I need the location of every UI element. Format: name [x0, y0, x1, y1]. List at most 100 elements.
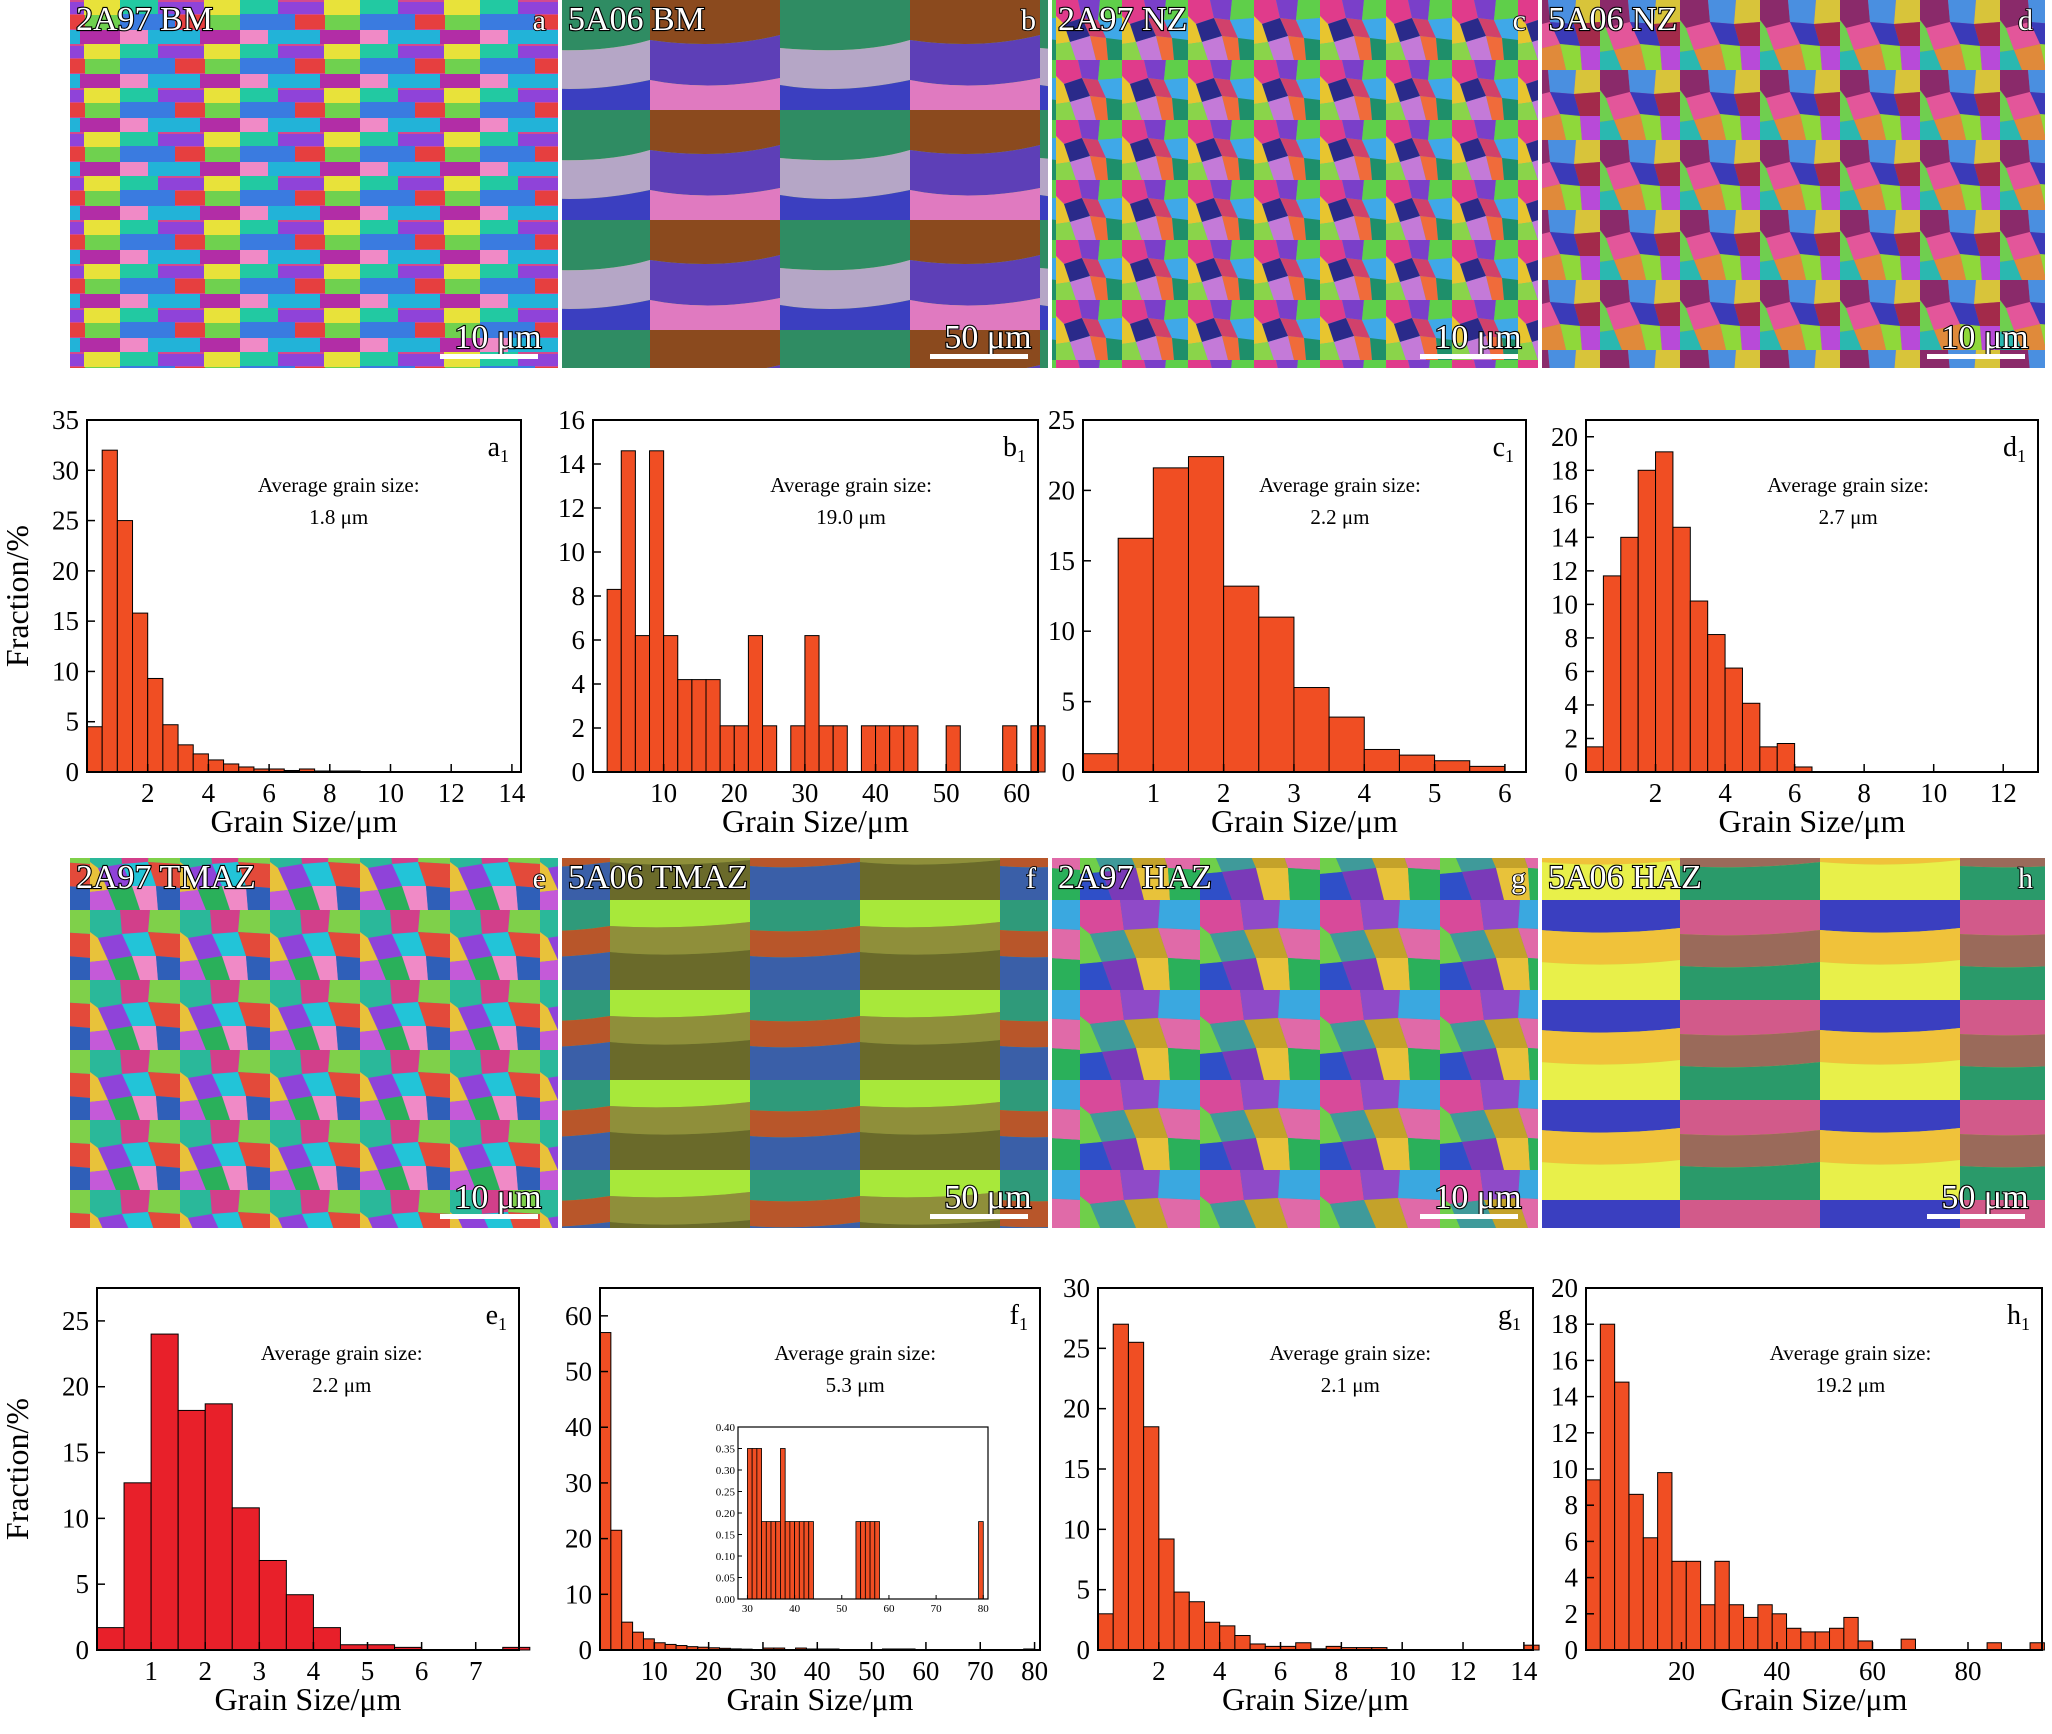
y-tick-label: 4: [1565, 690, 1579, 720]
histogram-bar: [1672, 526, 1691, 773]
histogram-bar: [751, 1448, 758, 1600]
histogram-bar: [1434, 760, 1471, 773]
average-grain-size: 5.3 μm: [826, 1373, 885, 1397]
histogram-g1: 0 5 10 15 20 25 30 2 4 6 8 10 12 14 Grain Size/μm g1 Ave…: [1063, 1273, 1540, 1717]
histogram-bar: [1714, 1560, 1730, 1651]
histogram-bar: [621, 1621, 634, 1651]
x-tick-label: 20: [1668, 1656, 1695, 1686]
histogram-bar: [258, 1559, 287, 1651]
plot-frame: [86, 419, 522, 773]
panel-label-subscript: 1: [2017, 446, 2026, 466]
y-tick-label: 30: [52, 455, 79, 485]
x-tick-label: 20: [695, 1656, 722, 1686]
x-axis-label: Grain Size/μm: [215, 1681, 402, 1717]
map-title: 2A97 TMAZ: [76, 859, 256, 896]
average-grain-size: 19.2 μm: [1816, 1373, 1886, 1397]
scale-bar: [1420, 1214, 1518, 1219]
histogram-bar: [719, 725, 735, 773]
x-tick-label: 10: [641, 1656, 668, 1686]
panel-label: h1: [2007, 1300, 2030, 1334]
plot-frame: [599, 1287, 1041, 1651]
histogram-f1: 0 10 20 30 40 50 60 10 20 30 40 50 60 70 80 Grain Size/…: [565, 1287, 1048, 1717]
panel-label-subscript: 1: [1019, 1314, 1028, 1334]
y-tick-label: 10: [1048, 616, 1075, 646]
y-tick-label: 10: [1551, 589, 1578, 619]
histogram-bar: [1637, 469, 1657, 773]
x-tick-label: 12: [438, 778, 465, 808]
y-tick-label: 6: [572, 625, 586, 655]
y-tick-label: 25: [1048, 405, 1075, 435]
inset-x-tick-label: 60: [883, 1603, 895, 1615]
x-tick-label: 6: [1498, 778, 1512, 808]
scale-bar-label: 50 μm: [1941, 1179, 2028, 1216]
map-letter: a: [533, 4, 546, 37]
annotation-title: Average grain size:: [1767, 473, 1929, 497]
histogram-bar: [1900, 1638, 1916, 1651]
x-tick-label: 40: [804, 1656, 831, 1686]
histogram-bar: [123, 1482, 152, 1651]
histogram-bar: [1700, 1604, 1716, 1651]
grain-texture: [1052, 0, 1538, 368]
histogram-bar: [775, 1521, 781, 1600]
y-tick-label: 0: [579, 1635, 593, 1665]
plot-frame: [1585, 419, 2039, 773]
histogram-bar: [808, 1521, 814, 1600]
histogram-bar: [756, 1448, 762, 1600]
histogram-bar: [101, 449, 118, 773]
histogram-bar: [705, 679, 721, 773]
inset-x-tick-label: 50: [836, 1603, 848, 1615]
inset-x-tick-label: 30: [742, 1603, 754, 1615]
y-tick-label: 10: [565, 1579, 592, 1609]
histogram-bar: [1234, 1635, 1251, 1651]
histogram-bar: [1219, 1625, 1236, 1651]
grain-texture: [1542, 0, 2045, 368]
y-tick-label: 8: [1565, 623, 1579, 653]
histogram-bar: [864, 1521, 871, 1600]
histogram-bar: [1187, 456, 1225, 773]
inset-y-tick-label: 0.00: [716, 1594, 736, 1606]
annotation-title: Average grain size:: [1259, 473, 1421, 497]
scale-bar-label: 10 μm: [1941, 319, 2028, 356]
histogram-bar: [1599, 1323, 1616, 1651]
histogram-bar: [1707, 634, 1726, 773]
histogram-bar: [192, 753, 209, 773]
panel-label: d1: [2003, 432, 2026, 466]
histogram-bar: [1295, 1642, 1312, 1651]
scale-bar: [1420, 354, 1518, 359]
histogram-bar: [1743, 1616, 1759, 1651]
inset-y-tick-label: 0.05: [716, 1573, 736, 1585]
histogram-bar: [285, 1594, 314, 1651]
y-tick-label: 20: [1551, 1273, 1578, 1303]
histogram-bar: [1143, 1426, 1160, 1651]
histogram-bar: [1786, 1627, 1802, 1651]
histogram-bar: [1173, 1591, 1190, 1651]
histogram-bar: [1203, 1621, 1221, 1651]
histogram-bar: [663, 635, 679, 773]
average-grain-size: 2.2 μm: [312, 1373, 371, 1397]
x-axis-label: Grain Size/μm: [722, 803, 909, 839]
x-tick-label: 7: [469, 1656, 483, 1686]
histogram-bar: [889, 725, 905, 773]
average-grain-size: 2.2 μm: [1310, 505, 1369, 529]
y-tick-label: 5: [1077, 1575, 1091, 1605]
plot-frame: [96, 1287, 520, 1651]
y-tick-label: 5: [1062, 687, 1076, 717]
ebsd-map-c: 2A97 NZ c 10 μm: [1052, 0, 1538, 368]
map-letter: e: [533, 862, 546, 895]
histogram-bar: [855, 1521, 862, 1600]
annotation-title: Average grain size:: [1269, 1341, 1431, 1365]
histogram-b1: 0 2 4 6 8 10 12 14 16 10 20 30 40 50 60 Grain Size/μm b1…: [558, 405, 1046, 839]
histogram-bar: [1293, 687, 1330, 773]
histogram-bar: [747, 635, 764, 773]
ebsd-map-e: 2A97 TMAZ e 10 μm: [70, 858, 558, 1228]
histogram-bar: [1082, 753, 1119, 773]
scale-bar: [930, 354, 1028, 359]
y-tick-label: 12: [1551, 1418, 1578, 1448]
histogram-bar: [1328, 716, 1365, 773]
y-tick-label: 35: [52, 405, 79, 435]
y-tick-label: 4: [572, 669, 586, 699]
x-tick-label: 4: [202, 778, 216, 808]
histogram-bar: [770, 1521, 777, 1600]
y-tick-label: 10: [1063, 1514, 1090, 1544]
histogram-bar: [798, 1521, 805, 1600]
